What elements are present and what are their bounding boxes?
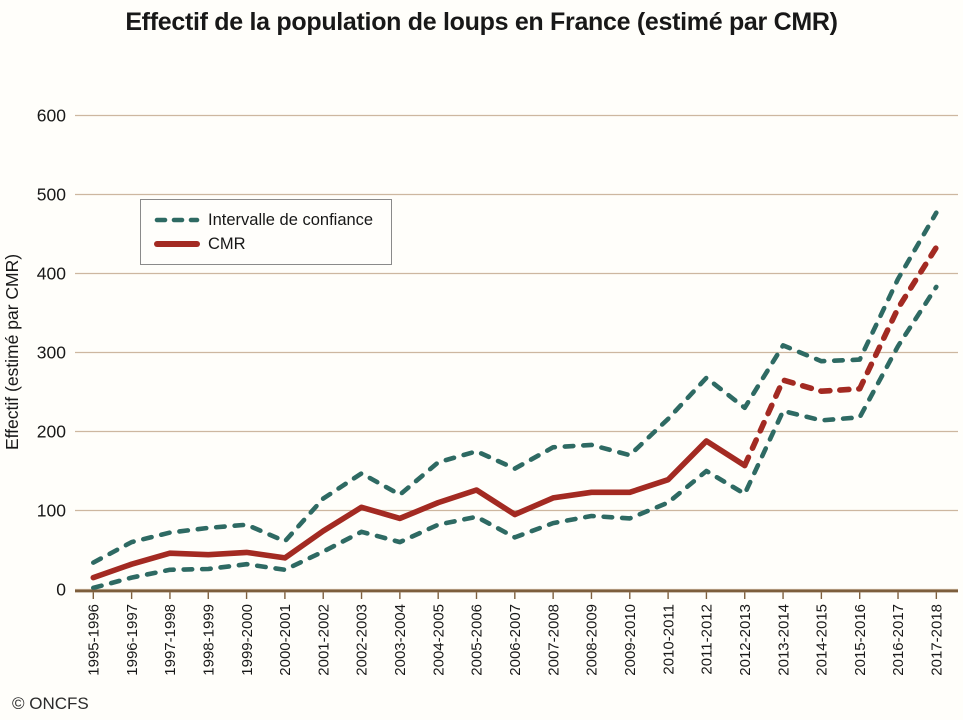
lower-ci-line bbox=[91, 284, 939, 591]
x-tick-label: 2002-2003 bbox=[354, 604, 371, 676]
x-tick-label: 2016-2017 bbox=[890, 604, 907, 676]
x-tick-label: 2005-2006 bbox=[469, 604, 486, 676]
chart-title: Effectif de la population de loups en Fr… bbox=[125, 8, 838, 36]
cmr-line-solid bbox=[90, 438, 748, 581]
y-axis-labels: 0 100 200 300 400 500 600 bbox=[37, 106, 66, 600]
x-tick-label: 2000-2001 bbox=[277, 604, 294, 676]
x-tick-label: 2001-2002 bbox=[315, 604, 332, 676]
x-tick-label: 2012-2013 bbox=[737, 604, 754, 676]
x-tick-label: 1995-1996 bbox=[86, 604, 103, 676]
y-tick-label: 400 bbox=[37, 264, 66, 284]
x-tick-label: 2009-2010 bbox=[622, 604, 639, 676]
legend-label-confidence-interval: Intervalle de confiance bbox=[208, 210, 374, 229]
x-tick-label: 2011-2012 bbox=[699, 604, 716, 675]
x-tick-label: 2017-2018 bbox=[929, 604, 946, 676]
x-tick-label: 2008-2009 bbox=[584, 604, 601, 676]
legend-label-cmr: CMR bbox=[208, 234, 246, 253]
x-tick-label: 2007-2008 bbox=[545, 604, 562, 676]
x-tick-label: 1999-2000 bbox=[239, 604, 256, 676]
copyright-text: © ONCFS bbox=[12, 694, 89, 713]
gridlines bbox=[75, 114, 958, 591]
x-tick-label: 2014-2015 bbox=[814, 604, 831, 676]
x-tick-label: 2003-2004 bbox=[392, 604, 409, 676]
x-axis-ticks bbox=[92, 592, 938, 599]
x-tick-label: 1998-1999 bbox=[200, 604, 217, 676]
x-tick-label: 2004-2005 bbox=[430, 604, 447, 676]
legend-item-confidence-interval: Intervalle de confiance bbox=[154, 211, 391, 230]
y-tick-label: 300 bbox=[37, 343, 66, 363]
y-tick-label: 600 bbox=[37, 106, 66, 126]
x-tick-label: 2010-2011 bbox=[660, 604, 677, 675]
x-tick-label: 1996-1997 bbox=[124, 604, 141, 676]
solid-line-sample-icon bbox=[154, 241, 200, 247]
cmr-line-dashed bbox=[741, 244, 940, 469]
upper-ci-line bbox=[91, 210, 939, 565]
y-tick-label: 500 bbox=[37, 185, 66, 205]
x-tick-label: 2006-2007 bbox=[507, 604, 524, 676]
y-tick-label: 0 bbox=[56, 580, 66, 600]
x-tick-label: 2015-2016 bbox=[852, 604, 869, 676]
legend-box: Intervalle de confiance CMR bbox=[140, 199, 392, 265]
y-tick-label: 100 bbox=[37, 501, 66, 521]
y-axis-title: Effectif (estimé par CMR) bbox=[2, 254, 22, 450]
x-tick-label: 2013-2014 bbox=[775, 604, 792, 676]
x-axis-labels: 1995-1996 1996-1997 1997-1998 1998-1999 1999… bbox=[86, 604, 946, 676]
y-tick-label: 200 bbox=[37, 422, 66, 442]
legend-item-cmr: CMR bbox=[154, 235, 391, 254]
x-tick-label: 1997-1998 bbox=[162, 604, 179, 676]
dashed-line-sample-icon bbox=[154, 217, 200, 223]
